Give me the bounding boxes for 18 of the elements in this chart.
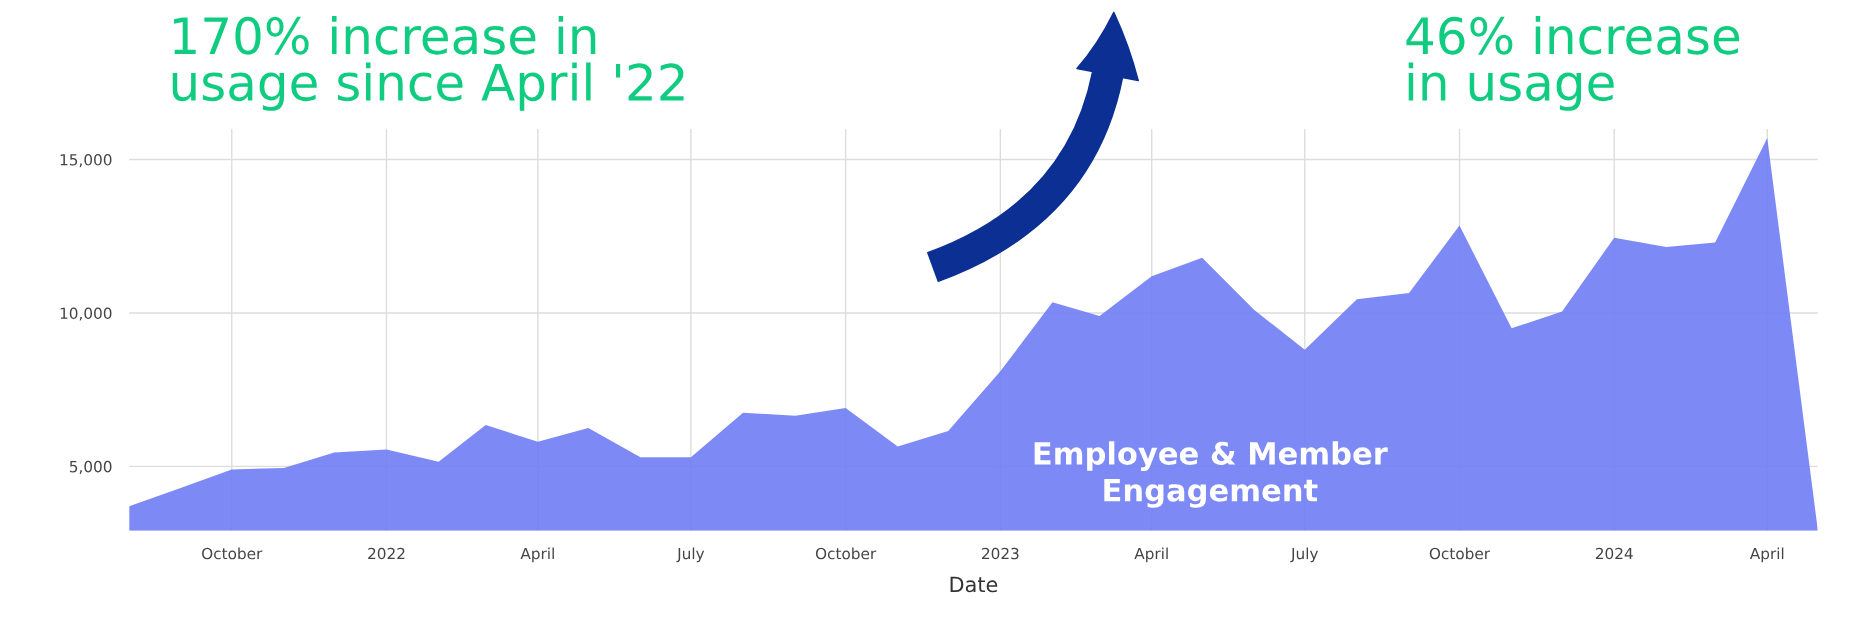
x-tick-label: October xyxy=(1429,547,1491,560)
x-tick-label: April xyxy=(1749,547,1784,563)
annotation: Employee & Member Engagement xyxy=(1034,441,1388,508)
x-tick-label: October xyxy=(815,547,877,560)
text: 46% increase in usage xyxy=(1406,15,1740,111)
x-tick-label: April xyxy=(1134,547,1168,563)
x-tick-label: July xyxy=(1290,547,1319,563)
text: 170% increase in usage since April '22 xyxy=(172,15,684,111)
x-tick-label: 2022 xyxy=(368,547,405,560)
x-tick-label: July xyxy=(676,547,705,563)
x-tick-label: October xyxy=(202,547,263,560)
x-tick-label: April xyxy=(520,547,554,563)
y-tick-label: 5,000 xyxy=(69,460,112,474)
y-tick-label: 10,000 xyxy=(60,307,112,321)
y-tick-label: 15,000 xyxy=(60,154,112,168)
x-axis-title: Date xyxy=(950,576,998,593)
x-tick-label: 2023 xyxy=(982,547,1019,560)
x-tick-label: 2024 xyxy=(1595,547,1633,560)
